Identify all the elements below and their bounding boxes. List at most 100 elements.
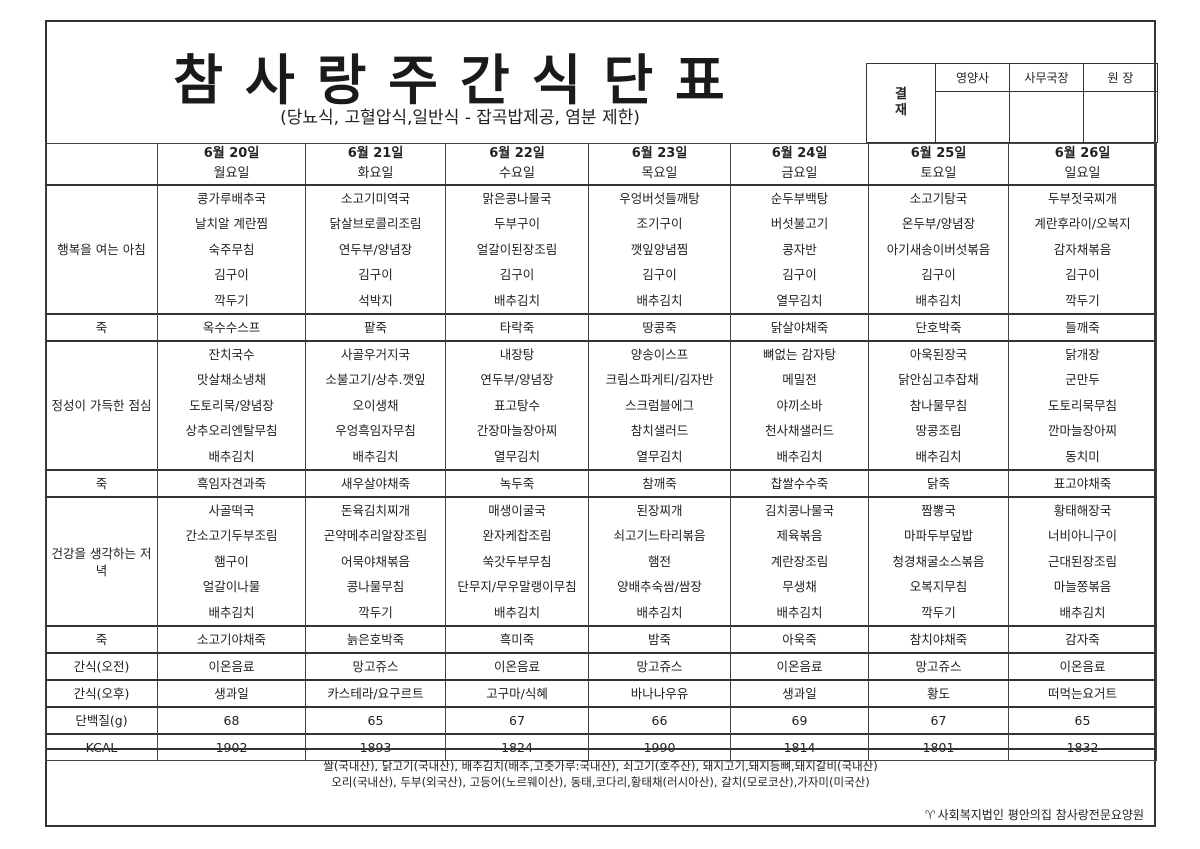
day-header: 6월 20일 월요일 [157,143,306,186]
meal-cell: 소고기미역국 닭살브로콜리조림 연두부/양념장 김구이 석박지 [305,183,446,315]
menu-item: 어묵야채볶음 [340,553,410,569]
menu-item: 감자채볶음 [1053,241,1112,257]
menu-cell: 망고쥬스 [588,652,731,681]
menu-cell: 68 [157,706,306,735]
menu-cell: 밤죽 [588,625,731,654]
menu-item: 배추김치 [1059,604,1106,620]
menu-cell: 바나나우유 [588,679,731,708]
menu-item: 소고기미역국 [340,191,410,206]
menu-item: 깍두기 [214,292,249,308]
menu-item: 맑은콩나물국 [482,191,552,206]
header-row: 6월 20일 월요일 6월 21일 화요일 6월 22일 수요일 6월 23일 목요일 6월 2… [45,143,1157,186]
meal-cell: 두부젓국찌개 계란후라이/오복지 감자채볶음 김구이 깍두기 [1008,183,1157,315]
menu-item: 돈육김치찌개 [340,503,410,519]
menu-cell: 표고야채죽 [1008,469,1157,498]
day-date: 6월 24일 [771,146,828,161]
menu-item: 무생채 [782,579,817,595]
menu-item: 너비아니구이 [1047,528,1117,544]
menu-item: 열무김치 [493,448,540,464]
menu-item: 동치미 [1065,448,1100,464]
menu-cell: 참치야채죽 [868,625,1009,654]
page-title: 참사랑주간식단표 [173,49,747,112]
menu-item: 김치콩나물국 [764,503,834,519]
menu-item: 제육볶음 [776,528,823,544]
menu-item: 짬뽕국 [921,503,956,519]
menu-item: 닭안심고추잡채 [898,372,979,388]
menu-item: 석박지 [358,292,393,308]
menu-item: 상추오리엔탈무침 [185,423,278,439]
menu-item: 뼈없는 감자탕 [763,347,836,363]
menu-cell: 타락죽 [445,313,589,342]
menu-cell: 1814 [730,733,869,762]
menu-item: 쇠고기느타리볶음 [613,528,706,544]
menu-item: 배추김치 [636,604,683,620]
day-weekday: 토요일 [920,166,957,181]
menu-item: 크림스파게티/김자반 [605,372,714,388]
day-weekday: 월요일 [213,166,250,181]
menu-item: 완자케찹조림 [482,528,552,544]
row-label: 간식(오후) [45,679,158,708]
menu-cell: 66 [588,706,731,735]
meal-cell: 사골떡국 간소고기두부조림 햄구이 얼갈이나물 배추김치 [157,496,306,627]
menu-item: 군만두 [1065,372,1100,388]
row-label: 죽 [45,625,158,654]
footer: 쌀(국내산), 닭고기(국내산), 배추김치(배추,고춧가루:국내산), 쇠고기… [47,748,1154,828]
meal-row: 정성이 가득한 점심 잔치국수 맛살채소냉채 도토리묵/양념장 상추오리엔탈무침 배추김치… [45,340,1157,471]
menu-item: 얼갈이된장조림 [476,241,558,257]
day-header: 6월 23일 목요일 [588,143,731,186]
menu-item: 깍두기 [921,604,956,620]
menu-cell: 65 [1008,706,1157,735]
menu-item: 근대된장조림 [1047,553,1117,569]
menu-cell: 67 [868,706,1009,735]
single-row: 단백질(g) 68 65 67 66 69 67 65 [45,706,1157,735]
meal-cell: 맑은콩나물국 두부구이 얼갈이된장조림 김구이 배추김치 [445,183,589,315]
menu-cell: 참깨죽 [588,469,731,498]
menu-item: 햄전 [647,553,671,569]
menu-cell: 생과일 [730,679,869,708]
row-label: 건강을 생각하는 저녁 [45,496,158,627]
day-header: 6월 22일 수요일 [445,143,589,186]
row-label: 정성이 가득한 점심 [45,340,158,471]
menu-item: 매생이굴국 [488,503,546,519]
menu-item: 김구이 [214,267,249,283]
menu-item: 두부구이 [493,216,540,232]
day-weekday: 금요일 [781,166,818,181]
menu-item: 김구이 [921,267,956,283]
menu-item: 오이생채 [352,397,399,413]
menu-item: 얼갈이나물 [202,579,261,595]
menu-item: 온두부/양념장 [901,216,976,232]
day-weekday: 일요일 [1064,166,1101,181]
menu-item: 버섯불고기 [770,216,829,232]
menu-item: 계란후라이/오복지 [1034,216,1131,232]
menu-cell: 아욱죽 [730,625,869,654]
meal-cell: 우엉버섯들깨탕 조기구이 깻잎양념찜 김구이 배추김치 [588,183,731,315]
menu-cell: 65 [305,706,446,735]
menu-cell: 소고기야채죽 [157,625,306,654]
menu-cell: 1801 [868,733,1009,762]
menu-item: 배추김치 [208,604,255,620]
menu-item: 단무지/무우말랭이무침 [457,579,577,595]
menu-item: 마늘쫑볶음 [1053,579,1112,595]
single-row: 간식(오전) 이온음료 망고쥬스 이온음료 망고쥬스 이온음료 망고쥬스 이온음료 [45,652,1157,681]
menu-cell: 생과일 [157,679,306,708]
menu-item: 김구이 [642,267,677,283]
menu-item: 맛살채소냉채 [196,372,266,388]
meal-row: 행복을 여는 아침 콩가루배추국 날치알 계란찜 숙주무침 김구이 깍두기 소고기미역국 닭살… [45,183,1157,315]
menu-cell: 떠먹는요거트 [1008,679,1157,708]
menu-item: 열무김치 [636,448,683,464]
menu-item: 깻잎양념찜 [630,241,689,257]
menu-item: 곤약메추리알장조림 [323,528,428,544]
meal-cell: 황태해장국 너비아니구이 근대된장조림 마늘쫑볶음 배추김치 [1008,496,1157,627]
menu-cell: 이온음료 [445,652,589,681]
menu-cell: 녹두죽 [445,469,589,498]
approval-role: 영양사 [935,63,1010,92]
menu-item: 아기새송이버섯볶음 [886,241,991,257]
menu-item: 김구이 [782,267,817,283]
menu-item: 배추김치 [776,448,823,464]
single-row: 죽 옥수수스프 팥죽 타락죽 땅콩죽 닭살야채죽 단호박죽 들깨죽 [45,313,1157,342]
menu-item: 배추김치 [493,292,540,308]
row-label: 죽 [45,313,158,342]
day-weekday: 수요일 [499,166,535,181]
menu-item: 두부젓국찌개 [1047,191,1117,206]
menu-cell: 1902 [157,733,306,762]
